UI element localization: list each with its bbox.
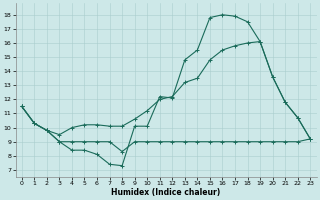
X-axis label: Humidex (Indice chaleur): Humidex (Indice chaleur) [111,188,221,197]
